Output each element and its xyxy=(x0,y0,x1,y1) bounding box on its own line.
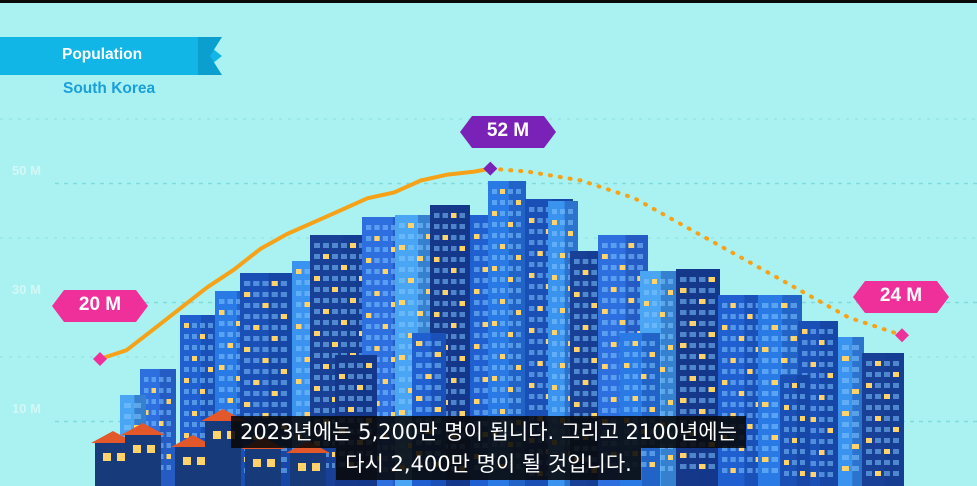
subtitle-line-2: 다시 2,400만 명이 될 것입니다. xyxy=(0,448,977,480)
building xyxy=(838,337,864,486)
population-chart xyxy=(0,116,977,486)
line-series xyxy=(98,166,904,361)
chart-title: Population xyxy=(62,46,143,63)
annotation-badge xyxy=(460,116,556,148)
subtitle-line-1: 2023년에는 5,200만 명이 됩니다. 그리고 2100년에는 xyxy=(0,416,977,448)
annotation-badges xyxy=(52,116,949,366)
y-tick-label: 30 M xyxy=(12,282,41,297)
house xyxy=(121,423,165,486)
data-point-marker xyxy=(895,328,909,343)
caption-text-2: 다시 2,400만 명이 될 것입니다. xyxy=(336,448,641,480)
caption-text-1: 2023년에는 5,200만 명이 됩니다. 그리고 2100년에는 xyxy=(231,416,746,448)
data-point-marker xyxy=(483,161,498,176)
projected-series-line xyxy=(488,166,904,338)
annotation-label-peak: 52 M xyxy=(486,120,530,141)
chart-canvas: Population South Korea 50 M 30 M 10 M 20… xyxy=(0,3,977,486)
chart-subtitle: South Korea xyxy=(63,80,156,97)
annotation-label-end: 24 M xyxy=(879,285,923,306)
title-tab: Population xyxy=(0,37,222,75)
annotation-badge xyxy=(853,281,949,313)
annotation-label-start: 20 M xyxy=(78,294,122,315)
historical-series-line xyxy=(98,166,493,361)
building xyxy=(862,353,904,486)
title-ribbon-shape xyxy=(0,37,222,75)
y-tick-label: 10 M xyxy=(12,401,41,416)
building xyxy=(780,375,810,486)
annotation-badge xyxy=(52,290,148,322)
y-tick-label: 50 M xyxy=(12,163,41,178)
data-point-marker xyxy=(93,352,107,366)
